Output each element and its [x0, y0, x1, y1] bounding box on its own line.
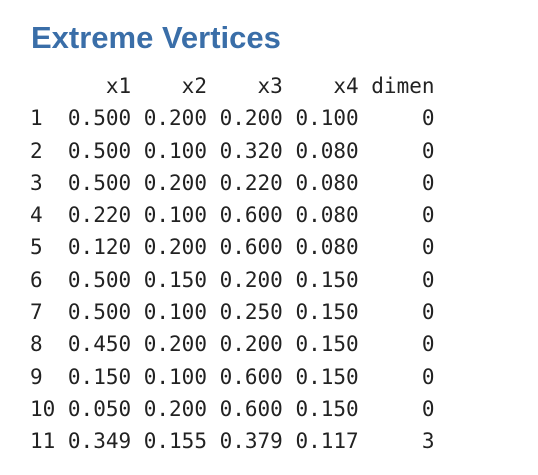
row-index: 7 — [30, 300, 43, 325]
row-index: 10 — [30, 396, 56, 421]
cell-x4: 0.150 — [295, 267, 359, 292]
cell-x1: 0.450 — [67, 332, 132, 357]
table-row: 3 0.500 0.200 0.220 0.080 0 — [30, 167, 435, 199]
row-index: 5 — [30, 235, 43, 260]
row-index: 11 — [30, 429, 56, 454]
cell-x4: 0.150 — [295, 396, 359, 421]
cell-x4: 0.100 — [295, 106, 359, 131]
row-index: 8 — [30, 332, 43, 357]
cell-x2: 0.100 — [143, 203, 207, 228]
cell-x2: 0.100 — [143, 300, 207, 325]
column-header-dimen: dimen — [371, 74, 435, 98]
cell-x1: 0.500 — [67, 106, 132, 131]
cell-x3: 0.600 — [219, 364, 283, 389]
cell-x2: 0.155 — [143, 429, 207, 454]
table-body: 1 0.500 0.200 0.200 0.100 0 2 0.500 0.100 0.320 0.… — [30, 102, 435, 457]
cell-x2: 0.100 — [143, 364, 207, 389]
cell-x4: 0.080 — [295, 235, 359, 260]
table-row: 8 0.450 0.200 0.200 0.150 0 — [30, 328, 435, 360]
cell-dimen: 0 — [421, 267, 435, 292]
table-row: 11 0.349 0.155 0.379 0.117 3 — [30, 425, 435, 457]
cell-x1: 0.150 — [67, 364, 132, 389]
cell-x3: 0.250 — [219, 300, 283, 325]
cell-x3: 0.600 — [219, 203, 283, 228]
column-header-x4: x4 — [333, 74, 359, 98]
cell-x1: 0.500 — [67, 138, 132, 163]
cell-dimen: 0 — [421, 300, 435, 325]
cell-x2: 0.200 — [143, 396, 207, 421]
cell-x4: 0.080 — [295, 170, 359, 195]
cell-dimen: 0 — [421, 364, 435, 389]
cell-x3: 0.600 — [219, 396, 283, 421]
cell-x3: 0.200 — [219, 106, 283, 131]
cell-dimen: 0 — [421, 203, 435, 228]
vertices-table: x1 x2 x3 x4 dimen 1 0.500 0.200 0.200 0.100 0 2 0.5… — [30, 70, 435, 458]
cell-x4: 0.150 — [295, 300, 359, 325]
cell-x4: 0.080 — [295, 203, 359, 228]
row-index: 6 — [30, 267, 43, 292]
page-title: Extreme Vertices — [31, 20, 281, 55]
cell-x1: 0.500 — [67, 300, 132, 325]
table-row: 5 0.120 0.200 0.600 0.080 0 — [30, 231, 435, 263]
table-row: 2 0.500 0.100 0.320 0.080 0 — [30, 135, 435, 167]
cell-dimen: 0 — [421, 396, 435, 421]
cell-x2: 0.100 — [143, 138, 207, 163]
cell-x1: 0.500 — [67, 170, 132, 195]
cell-x4: 0.080 — [295, 138, 359, 163]
table-row: 1 0.500 0.200 0.200 0.100 0 — [30, 102, 435, 134]
cell-x4: 0.150 — [295, 364, 359, 389]
table-row: 6 0.500 0.150 0.200 0.150 0 — [30, 264, 435, 296]
cell-dimen: 0 — [421, 170, 435, 195]
cell-x1: 0.349 — [67, 429, 132, 454]
cell-x3: 0.320 — [219, 138, 283, 163]
cell-dimen: 0 — [421, 332, 435, 357]
column-header-x1: x1 — [105, 74, 132, 98]
cell-x4: 0.117 — [295, 429, 359, 454]
cell-x1: 0.120 — [67, 235, 132, 260]
row-index: 4 — [30, 203, 43, 228]
cell-dimen: 0 — [421, 138, 435, 163]
row-index: 2 — [30, 138, 43, 163]
cell-dimen: 0 — [421, 235, 435, 260]
row-index: 9 — [30, 364, 43, 389]
row-index: 3 — [30, 170, 43, 195]
cell-x2: 0.200 — [143, 235, 207, 260]
cell-x3: 0.379 — [219, 429, 283, 454]
cell-dimen: 0 — [421, 106, 435, 131]
table-row: 4 0.220 0.100 0.600 0.080 0 — [30, 199, 435, 231]
cell-x2: 0.150 — [143, 267, 207, 292]
cell-x2: 0.200 — [143, 332, 207, 357]
cell-x1: 0.050 — [67, 396, 132, 421]
cell-x2: 0.200 — [143, 170, 207, 195]
table-row: 9 0.150 0.100 0.600 0.150 0 — [30, 361, 435, 393]
cell-dimen: 3 — [421, 429, 435, 454]
column-header-x3: x3 — [257, 74, 283, 98]
cell-x3: 0.600 — [219, 235, 283, 260]
cell-x3: 0.200 — [219, 267, 283, 292]
cell-x1: 0.500 — [67, 267, 132, 292]
table-header-row: x1 x2 x3 x4 dimen — [30, 70, 435, 102]
table-row: 7 0.500 0.100 0.250 0.150 0 — [30, 296, 435, 328]
cell-x4: 0.150 — [295, 332, 359, 357]
cell-x3: 0.200 — [219, 332, 283, 357]
cell-x1: 0.220 — [67, 203, 132, 228]
cell-x3: 0.220 — [219, 170, 283, 195]
row-index: 1 — [30, 106, 43, 131]
column-header-x2: x2 — [181, 74, 207, 98]
cell-x2: 0.200 — [143, 106, 207, 131]
table-row: 10 0.050 0.200 0.600 0.150 0 — [30, 393, 435, 425]
